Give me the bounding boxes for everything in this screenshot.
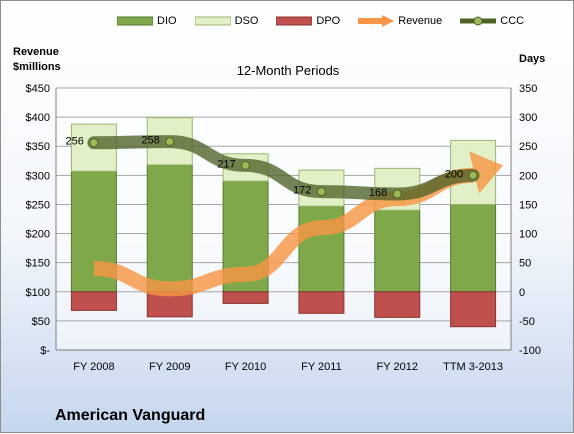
left-tick-label: $350 <box>26 141 50 153</box>
x-tick-label: FY 2010 <box>225 361 266 373</box>
ccc-data-label: 258 <box>141 135 159 147</box>
bar-dpo <box>450 291 497 328</box>
ccc-marker <box>392 189 402 199</box>
plot-background <box>56 88 511 350</box>
legend: DIO DSO DPO Revenue CCC <box>117 15 542 27</box>
left-tick-label: $450 <box>26 83 50 95</box>
legend-item-dso: DSO <box>194 15 259 27</box>
bar-dio <box>374 209 421 293</box>
revenue-arrow-head <box>469 151 504 194</box>
right-tick-label: 150 <box>519 199 537 211</box>
bar-dio <box>146 164 193 293</box>
legend-swatch-dso <box>194 16 231 26</box>
right-tick-label: 350 <box>519 83 537 95</box>
right-tick-label: 200 <box>519 170 537 182</box>
left-tick-label: $50 <box>32 316 50 328</box>
plot-area <box>56 88 511 350</box>
ccc-marker <box>468 170 478 180</box>
right-axis-title: Days <box>519 53 546 65</box>
x-tick-label: FY 2011 <box>301 361 342 373</box>
right-tick-label: 0 <box>519 287 525 299</box>
ccc-marker <box>165 137 175 147</box>
chart-title: 12-Month Periods <box>236 63 340 78</box>
legend-item-ccc: CCC <box>460 15 524 27</box>
bar-dpo <box>222 291 269 304</box>
left-tick-label: $100 <box>26 287 50 299</box>
ccc-marker <box>89 138 99 148</box>
right-tick-label: 250 <box>519 141 537 153</box>
legend-label-ccc: CCC <box>500 15 525 27</box>
ccc-data-label: 172 <box>293 185 311 197</box>
right-tick-label: -100 <box>519 345 541 357</box>
right-tick-label: 300 <box>519 112 537 124</box>
left-axis-title: Revenue $millions <box>13 46 61 73</box>
legend-label-revenue: Revenue <box>398 15 443 27</box>
right-tick-label: -50 <box>519 316 535 328</box>
right-tick-label: 100 <box>519 229 537 241</box>
bar-dpo <box>374 291 421 318</box>
x-tick-label: TTM 3-2013 <box>443 361 503 373</box>
company-name: American Vanguard <box>55 407 206 424</box>
ccc-data-label: 217 <box>217 158 235 170</box>
ccc-data-label: 168 <box>369 187 387 199</box>
legend-label-dio: DIO <box>157 15 177 27</box>
bars <box>70 117 497 328</box>
right-tick-label: 50 <box>519 258 531 270</box>
legend-swatch-ccc <box>460 16 497 26</box>
left-tick-label: $250 <box>26 199 50 211</box>
bar-dpo <box>70 291 117 311</box>
left-tick-label: $150 <box>26 258 50 270</box>
left-tick-label: $- <box>40 345 50 357</box>
legend-item-dio: DIO <box>117 15 177 27</box>
ccc-marker <box>241 160 251 170</box>
legend-item-dpo: DPO <box>276 15 340 27</box>
left-tick-label: $200 <box>26 229 50 241</box>
axes: $- -100 $50 -50 $100 0 $150 50 $200 100 $250 150 $30… <box>26 83 542 373</box>
left-tick-label: $300 <box>26 170 50 182</box>
legend-label-dso: DSO <box>234 15 259 27</box>
ccc-data-label: 200 <box>445 168 463 180</box>
left-tick-label: $400 <box>26 112 50 124</box>
legend-swatch-dio <box>117 16 153 26</box>
bar-dio <box>450 203 497 293</box>
x-tick-label: FY 2012 <box>377 361 418 373</box>
x-tick-label: FY 2008 <box>73 361 114 373</box>
x-tick-label: FY 2009 <box>149 361 190 373</box>
legend-item-revenue: Revenue <box>358 15 442 27</box>
legend-swatch-revenue-arrow <box>358 15 395 27</box>
legend-swatch-dpo <box>276 16 313 26</box>
legend-label-dpo: DPO <box>316 15 341 27</box>
bar-dpo <box>298 291 345 314</box>
ccc-line: 256 258 217 172 168 200 <box>66 135 480 201</box>
ccc-data-label: 256 <box>66 136 84 148</box>
ccc-marker <box>316 187 326 197</box>
